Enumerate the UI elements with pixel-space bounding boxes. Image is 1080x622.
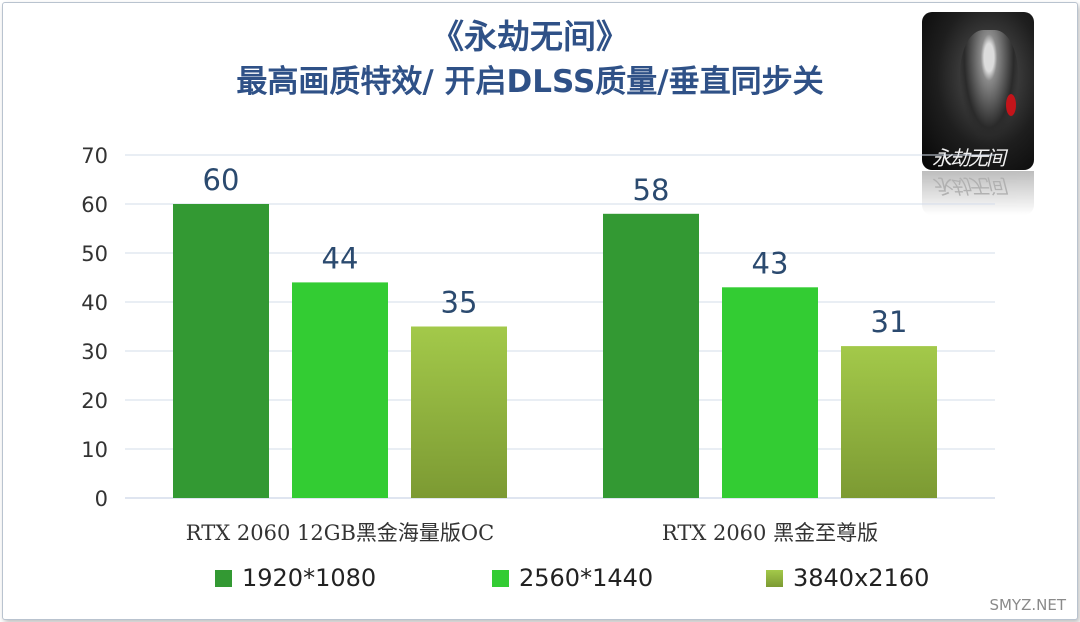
category-label: RTX 2060 12GB黑金海量版OC [186,521,494,545]
character-figure [960,30,1018,140]
data-label: 43 [752,246,789,280]
legend-item: 2560*1440 [492,564,653,592]
y-tick-label: 0 [95,487,108,511]
game-cover-reflection: 永劫无间 [922,171,1034,215]
legend-item: 1920*1080 [215,564,376,592]
data-label: 58 [633,173,670,207]
y-tick-label: 10 [81,438,108,462]
data-label: 44 [322,241,359,275]
y-tick-label: 20 [81,389,108,413]
bar [722,287,818,498]
y-tick-label: 30 [81,340,108,364]
y-tick-label: 60 [81,193,108,217]
data-label: 35 [441,286,478,320]
data-label: 31 [871,305,908,339]
legend-swatch [492,569,509,587]
bar [411,326,507,498]
legend-label: 3840x2160 [793,564,930,592]
data-label: 60 [203,163,240,197]
data-labels: 60 44 35 58 43 31 [203,163,908,339]
chart-title: 《永劫无间》 [431,17,629,56]
y-axis-ticks: 0 10 20 30 40 50 60 70 [81,144,108,511]
legend-label: 2560*1440 [519,564,654,592]
bars [173,204,937,499]
category-label: RTX 2060 黑金至尊版 [662,521,878,545]
bar [173,204,269,498]
y-tick-label: 50 [81,242,108,266]
x-axis-labels: RTX 2060 12GB黑金海量版OC RTX 2060 黑金至尊版 [186,521,878,545]
bar [841,346,937,498]
legend-item: 3840x2160 [766,564,929,592]
game-logo: 永劫无间 [932,146,1006,170]
red-accent [1006,94,1016,116]
chart-subtitle: 最高画质特效/ 开启DLSS质量/垂直同步关 [236,64,824,100]
bar [603,213,699,499]
legend-label: 1920*1080 [242,564,377,592]
legend-swatch [215,569,232,587]
legend-swatch [766,569,783,587]
y-tick-label: 40 [81,291,108,315]
y-tick-label: 70 [81,144,108,168]
bar [292,282,388,498]
watermark: SMYZ.NET [989,596,1066,614]
legend: 1920*1080 2560*1440 3840x2160 [0,564,1080,594]
game-cover-image: 永劫无间 [922,12,1034,170]
